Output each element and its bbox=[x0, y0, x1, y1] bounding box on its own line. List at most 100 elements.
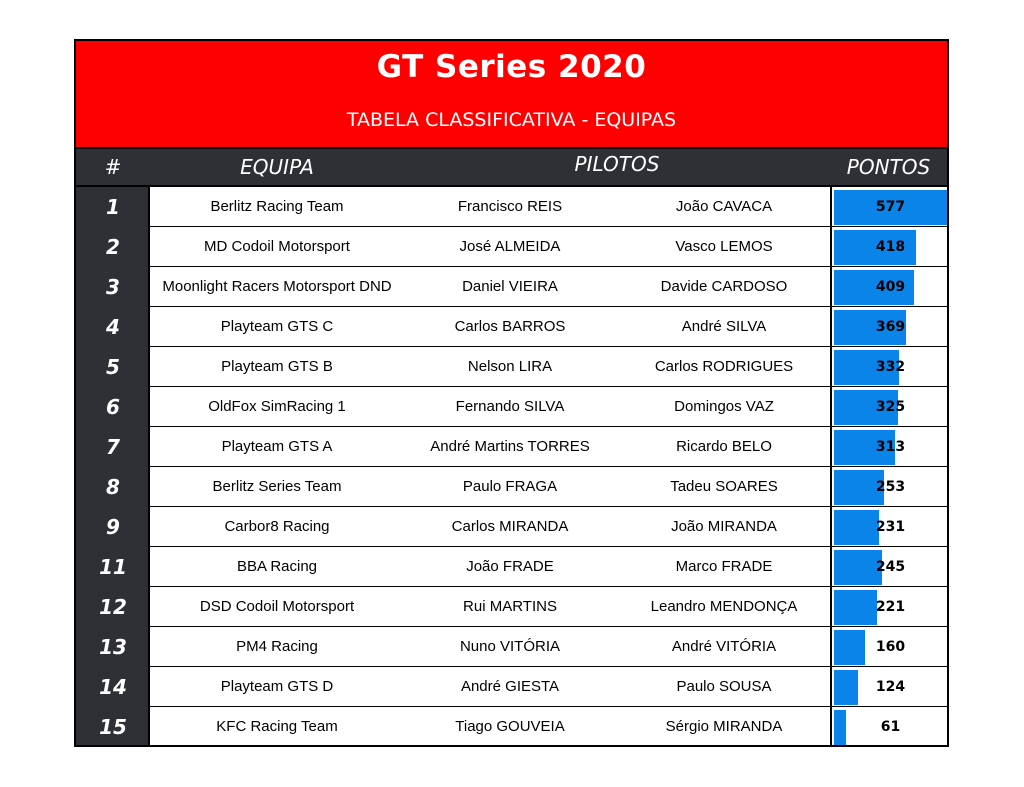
points-value: 325 bbox=[875, 399, 906, 415]
table-row: 4 Playteam GTS C Carlos BARROS André SILVA 3… bbox=[76, 307, 947, 347]
team-name: MD Codoil Motorsport bbox=[204, 238, 350, 255]
driver-2-name: André SILVA bbox=[681, 318, 767, 335]
points-value: 61 bbox=[880, 719, 901, 735]
rank-column bbox=[76, 187, 150, 745]
standings-table: GT Series 2020 TABELA CLASSIFICATIVA - E… bbox=[74, 39, 949, 747]
points-value: 313 bbox=[875, 439, 906, 455]
rank-number: 7 bbox=[106, 435, 120, 459]
row-divider bbox=[150, 506, 947, 507]
table-row: 6 OldFox SimRacing 1 Fernando SILVA Domingo… bbox=[76, 387, 947, 427]
row-divider bbox=[150, 706, 947, 707]
points-bar bbox=[834, 630, 865, 665]
points-bar bbox=[834, 670, 858, 705]
driver-2-name: Domingos VAZ bbox=[674, 398, 774, 415]
row-divider bbox=[150, 586, 947, 587]
driver-2-name: Marco FRADE bbox=[675, 558, 773, 575]
team-name: KFC Racing Team bbox=[216, 718, 338, 735]
driver-2-name: João CAVACA bbox=[675, 198, 773, 215]
table-row: 14 Playteam GTS D André GIESTA Paulo SOUSA 1… bbox=[76, 667, 947, 707]
team-name: Carbor8 Racing bbox=[224, 518, 330, 535]
table-row: 15 KFC Racing Team Tiago GOUVEIA Sérgio MIR… bbox=[76, 707, 947, 747]
driver-1-name: Nelson LIRA bbox=[467, 358, 553, 375]
points-bar bbox=[834, 710, 846, 745]
driver-1-name: André GIESTA bbox=[460, 678, 560, 695]
points-bar bbox=[834, 390, 898, 425]
title-banner: GT Series 2020 TABELA CLASSIFICATIVA - E… bbox=[76, 41, 947, 147]
points-bar bbox=[834, 230, 916, 265]
team-name: PM4 Racing bbox=[236, 638, 318, 655]
points-bar bbox=[834, 510, 879, 545]
points-bar bbox=[834, 310, 906, 345]
row-divider bbox=[150, 386, 947, 387]
points-value: 332 bbox=[875, 359, 906, 375]
header-points: PONTOS bbox=[846, 155, 931, 179]
table-row: 2 MD Codoil Motorsport José ALMEIDA Vasco L… bbox=[76, 227, 947, 267]
row-divider bbox=[150, 266, 947, 267]
row-divider bbox=[150, 306, 947, 307]
rank-number: 3 bbox=[106, 275, 120, 299]
team-name: Playteam GTS A bbox=[221, 438, 333, 455]
team-name: BBA Racing bbox=[236, 558, 318, 575]
row-divider bbox=[150, 346, 947, 347]
driver-1-name: Daniel VIEIRA bbox=[462, 278, 558, 295]
driver-1-name: Tiago GOUVEIA bbox=[455, 718, 565, 735]
table-row: 9 Carbor8 Racing Carlos MIRANDA João MIRAND… bbox=[76, 507, 947, 547]
driver-1-name: Rui MARTINS bbox=[463, 598, 557, 615]
row-divider bbox=[150, 426, 947, 427]
driver-1-name: André Martins TORRES bbox=[430, 438, 590, 455]
page-subtitle: TABELA CLASSIFICATIVA - EQUIPAS bbox=[346, 109, 677, 131]
driver-2-name: Vasco LEMOS bbox=[675, 238, 773, 255]
rank-number: 5 bbox=[106, 355, 120, 379]
rank-number: 4 bbox=[106, 315, 120, 339]
rank-number: 9 bbox=[106, 515, 120, 539]
header-drivers: PILOTOS bbox=[574, 152, 660, 176]
driver-2-name: Davide CARDOSO bbox=[660, 278, 788, 295]
table-row: 12 DSD Codoil Motorsport Rui MARTINS Leandr… bbox=[76, 587, 947, 627]
points-value: 253 bbox=[875, 479, 906, 495]
header-team: EQUIPA bbox=[240, 155, 314, 179]
driver-1-name: Fernando SILVA bbox=[455, 398, 565, 415]
points-value: 231 bbox=[875, 519, 906, 535]
points-bar bbox=[834, 430, 895, 465]
points-bar bbox=[834, 350, 899, 385]
row-divider bbox=[150, 226, 947, 227]
table-row: 5 Playteam GTS B Nelson LIRA Carlos RODRIGU… bbox=[76, 347, 947, 387]
rank-number: 1 bbox=[106, 195, 120, 219]
points-value: 369 bbox=[875, 319, 906, 335]
rank-number: 15 bbox=[99, 715, 127, 739]
points-bar bbox=[834, 590, 877, 625]
table-row: 13 PM4 Racing Nuno VITÓRIA André VITÓRIA 160 bbox=[76, 627, 947, 667]
points-bar bbox=[834, 470, 884, 505]
header-rank: # bbox=[104, 155, 122, 179]
team-name: Playteam GTS B bbox=[221, 358, 333, 375]
table-row: 8 Berlitz Series Team Paulo FRAGA Tadeu SOA… bbox=[76, 467, 947, 507]
rank-number: 14 bbox=[99, 675, 127, 699]
points-value: 577 bbox=[875, 199, 906, 215]
rank-number: 13 bbox=[99, 635, 127, 659]
table-row: 7 Playteam GTS A André Martins TORRES Ricar… bbox=[76, 427, 947, 467]
driver-1-name: Carlos MIRANDA bbox=[451, 518, 569, 535]
table-row: 3 Moonlight Racers Motorsport DND Daniel V… bbox=[76, 267, 947, 307]
team-name: Moonlight Racers Motorsport DND bbox=[162, 278, 392, 295]
points-value: 221 bbox=[875, 599, 906, 615]
driver-1-name: João FRADE bbox=[466, 558, 554, 575]
driver-1-name: Francisco REIS bbox=[457, 198, 563, 215]
table-header: # EQUIPA PILOTOS PONTOS bbox=[76, 147, 947, 187]
team-name: Playteam GTS D bbox=[220, 678, 334, 695]
driver-2-name: Ricardo BELO bbox=[676, 438, 772, 455]
team-name: Playteam GTS C bbox=[220, 318, 334, 335]
rank-number: 12 bbox=[99, 595, 127, 619]
driver-1-name: Carlos BARROS bbox=[454, 318, 566, 335]
points-bar bbox=[834, 190, 947, 225]
driver-2-name: Carlos RODRIGUES bbox=[654, 358, 794, 375]
table-row: 1 Berlitz Racing Team Francisco REIS João C… bbox=[76, 187, 947, 227]
points-value: 160 bbox=[875, 639, 906, 655]
driver-1-name: Paulo FRAGA bbox=[462, 478, 558, 495]
points-bar bbox=[834, 270, 914, 305]
driver-1-name: Nuno VITÓRIA bbox=[459, 638, 561, 655]
rank-number: 8 bbox=[106, 475, 120, 499]
points-value: 124 bbox=[875, 679, 906, 695]
row-divider bbox=[150, 466, 947, 467]
driver-1-name: José ALMEIDA bbox=[459, 238, 561, 255]
team-name: Berlitz Series Team bbox=[212, 478, 342, 495]
